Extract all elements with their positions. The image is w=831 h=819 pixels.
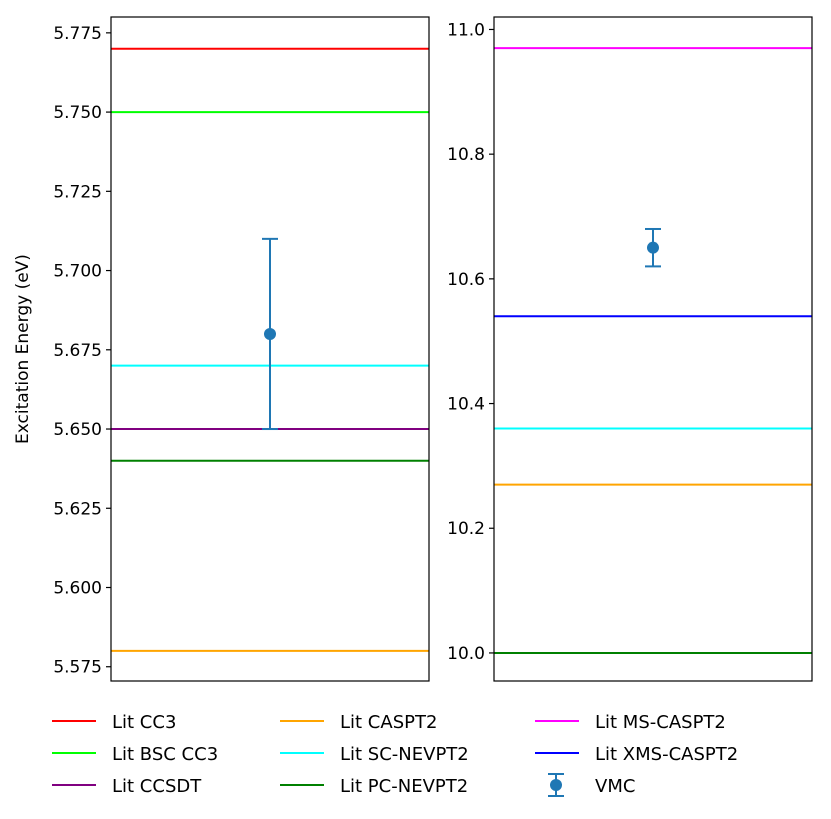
y-tick-label: 5.775 (53, 24, 102, 44)
legend-item-lit-ccsdt: Lit CCSDT (52, 776, 202, 797)
vmc-errorbar (262, 237, 278, 431)
legend-label: Lit XMS-CASPT2 (595, 744, 738, 765)
legend-item-lit-caspt2: Lit CASPT2 (280, 712, 437, 733)
legend-marker (550, 779, 562, 791)
y-tick-label: 5.675 (53, 341, 102, 361)
left-panel: 5.575 5.600 5.625 5.650 5.675 5.700 5.725 5.750… (13, 16, 430, 682)
legend-label: Lit MS-CASPT2 (595, 712, 726, 733)
legend-item-lit-xms-caspt2: Lit XMS-CASPT2 (535, 744, 738, 765)
y-tick-label: 10.0 (447, 644, 485, 664)
y-tick-label: 5.725 (53, 182, 102, 202)
vmc-errorbar (645, 227, 661, 268)
vmc-point (647, 241, 659, 254)
axes-frame (493, 16, 813, 682)
y-tick-label: 5.625 (53, 499, 102, 519)
legend-item-lit-sc-nevpt2: Lit SC-NEVPT2 (280, 744, 469, 765)
y-tick-label: 5.650 (53, 420, 102, 440)
y-tick-label: 5.750 (53, 103, 102, 123)
legend-label: Lit CC3 (112, 712, 176, 733)
legend-item-lit-cc3: Lit CC3 (52, 712, 176, 733)
axes-frame (110, 16, 430, 682)
vmc-point (264, 327, 276, 340)
legend-item-vmc: VMC (548, 773, 635, 797)
legend-item-lit-ms-caspt2: Lit MS-CASPT2 (535, 712, 726, 733)
legend-label: Lit CASPT2 (340, 712, 437, 733)
y-tick-label: 10.4 (447, 395, 485, 415)
y-tick-label: 10.6 (447, 270, 485, 290)
y-tick-label: 5.575 (53, 658, 102, 678)
legend-item-lit-pc-nevpt2: Lit PC-NEVPT2 (280, 776, 468, 797)
legend: Lit CC3 Lit BSC CC3 Lit CCSDT Lit CASPT2 Lit… (52, 712, 738, 797)
y-tick-label: 11.0 (447, 20, 485, 40)
y-tick-label: 10.8 (447, 145, 485, 165)
y-tick-label: 5.700 (53, 262, 102, 282)
y-tick-label: 5.600 (53, 579, 102, 599)
legend-label: Lit CCSDT (112, 776, 202, 797)
y-tick-label: 10.2 (447, 519, 485, 539)
legend-label: Lit BSC CC3 (112, 744, 218, 765)
right-panel: 10.0 10.2 10.4 10.6 10.8 11.0 (447, 16, 813, 682)
legend-label: Lit PC-NEVPT2 (340, 776, 468, 797)
legend-label: VMC (595, 776, 635, 797)
y-axis-title: Excitation Energy (eV) (13, 254, 33, 444)
legend-label: Lit SC-NEVPT2 (340, 744, 469, 765)
legend-item-lit-bsc-cc3: Lit BSC CC3 (52, 744, 218, 765)
